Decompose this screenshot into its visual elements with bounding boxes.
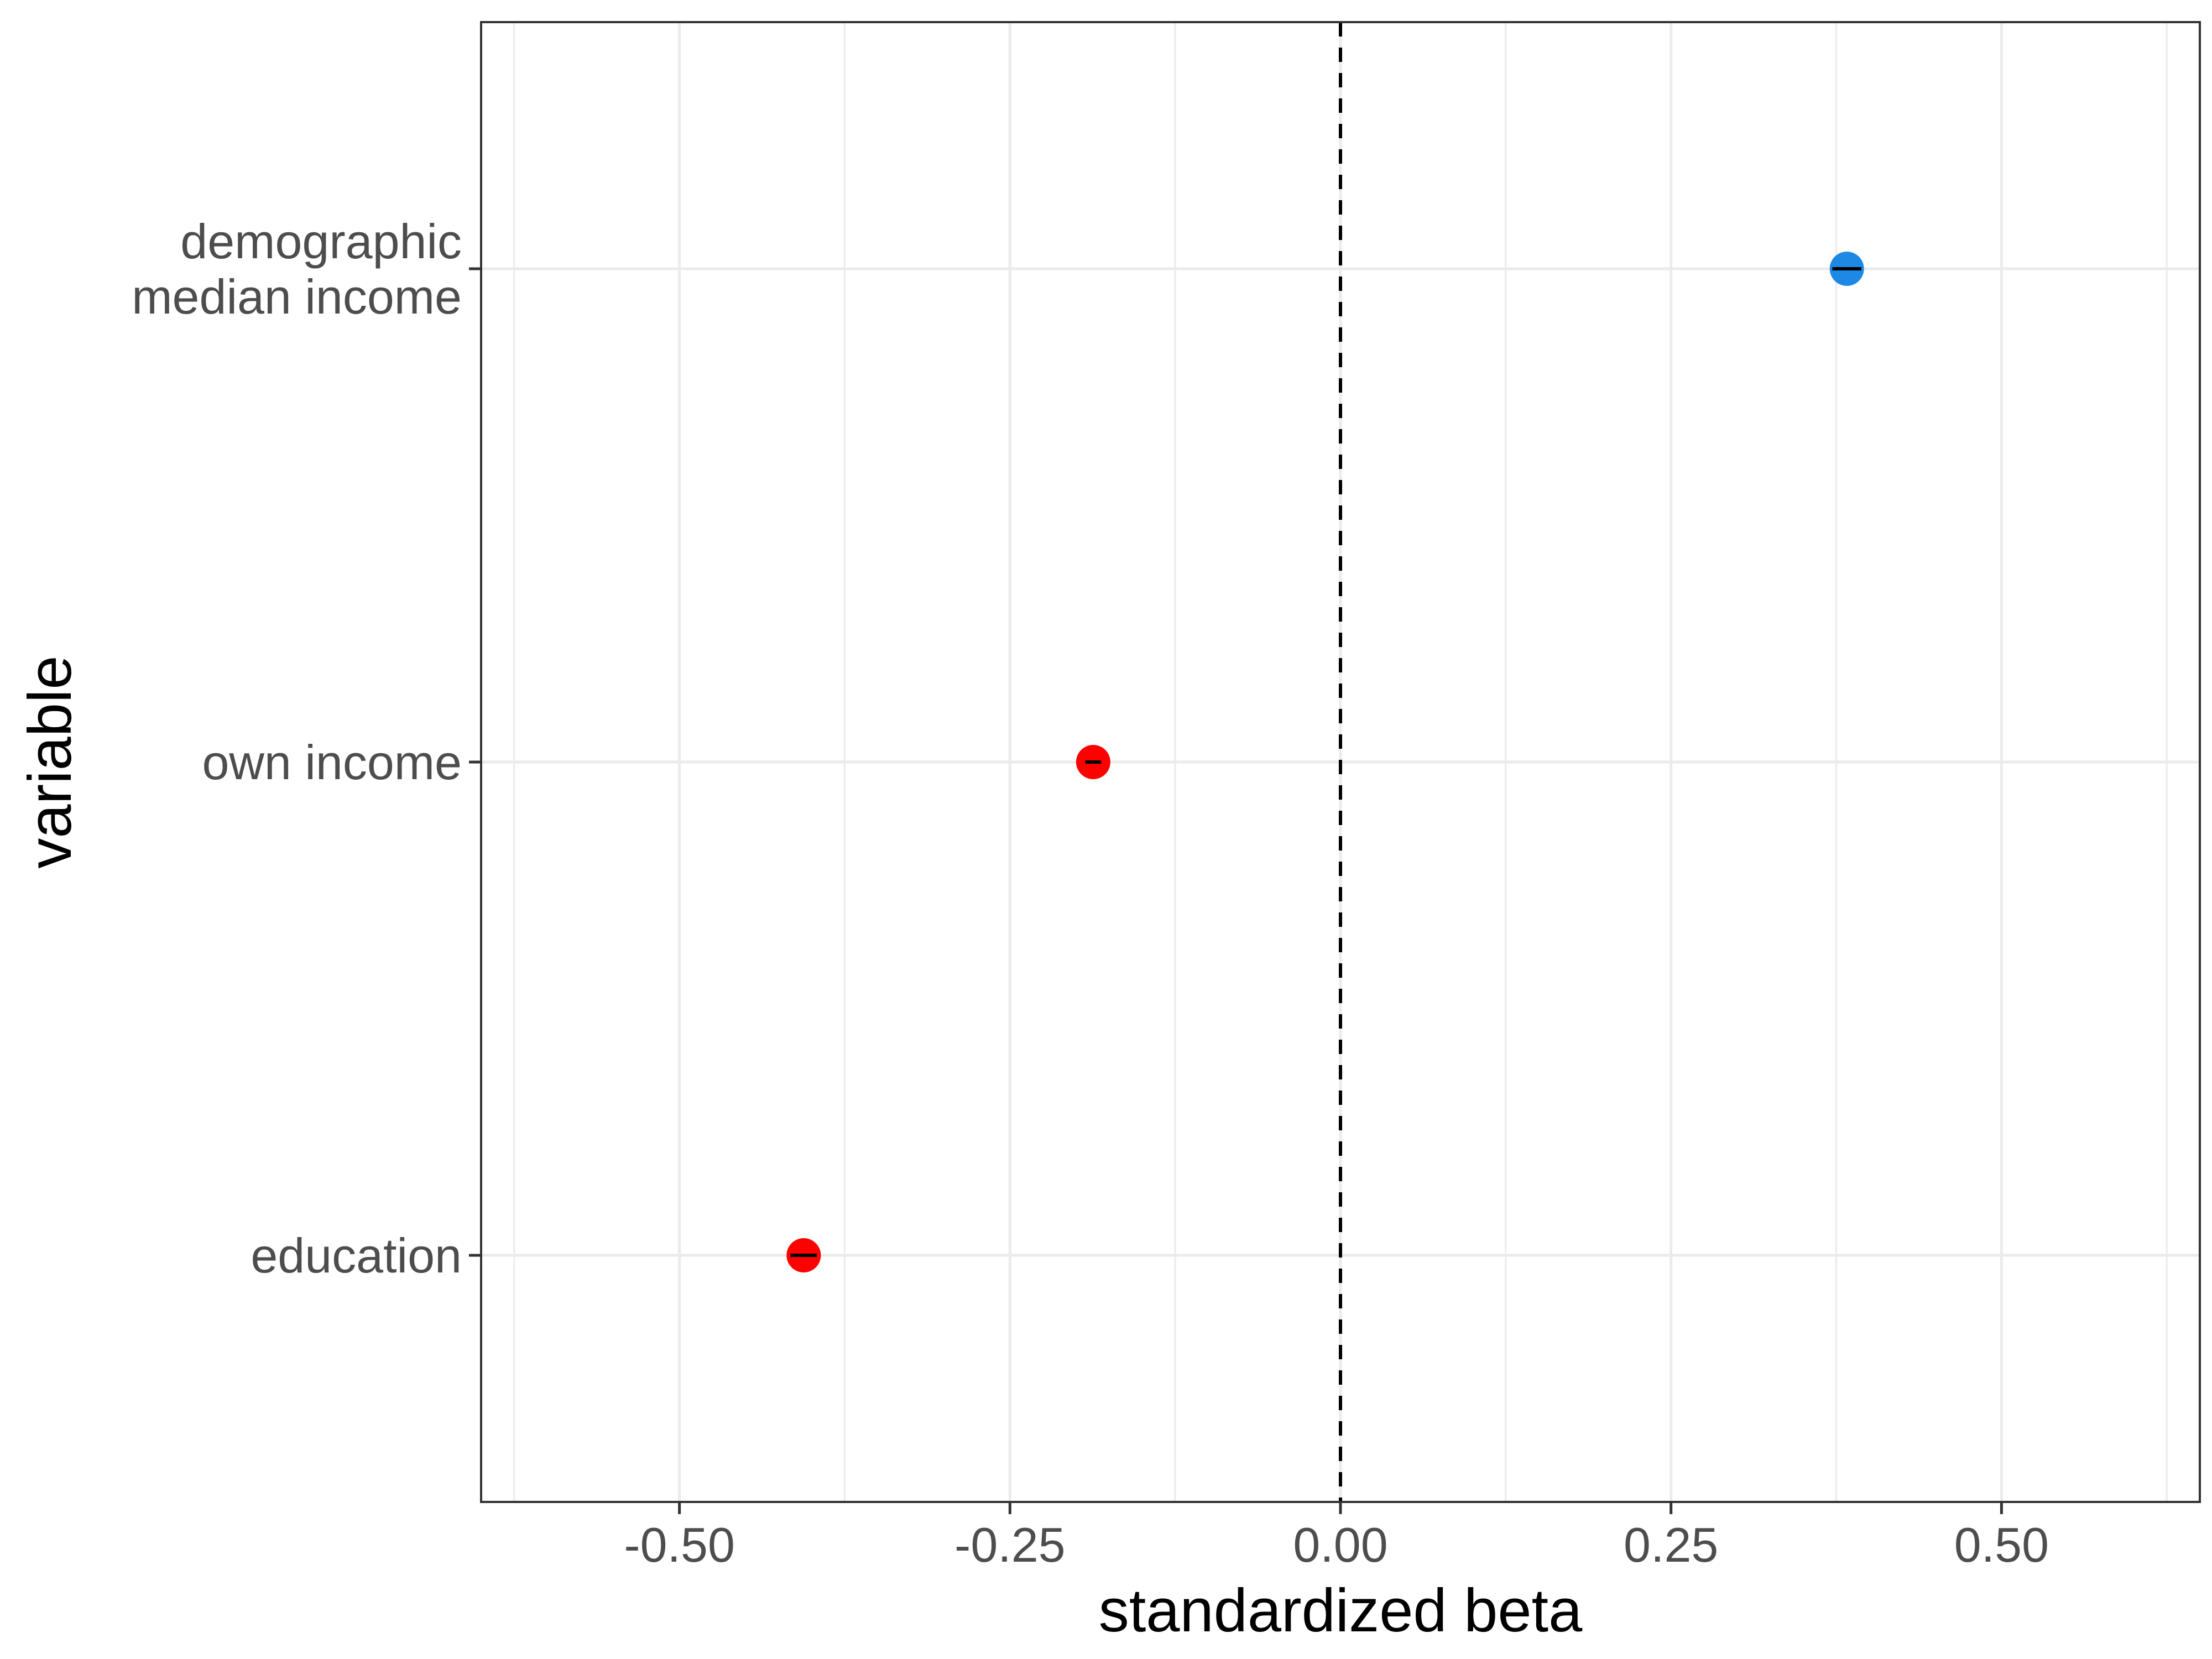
x-tick-label: -0.25 bbox=[954, 1517, 1066, 1572]
x-tick-label: 0.00 bbox=[1293, 1517, 1387, 1572]
y-tick-label-line: own income bbox=[202, 735, 462, 790]
y-tick-label: demographic median income bbox=[132, 214, 462, 324]
y-tick-label: own income bbox=[202, 735, 462, 790]
y-tick-label: education bbox=[251, 1228, 462, 1283]
y-axis: demographic median income own income educat… bbox=[132, 214, 481, 1283]
y-tick-label-line: education bbox=[251, 1228, 462, 1283]
points-group bbox=[786, 252, 1864, 1272]
x-tick-label: -0.50 bbox=[624, 1517, 735, 1572]
x-tick-label: 0.25 bbox=[1624, 1517, 1718, 1572]
x-axis: -0.50 -0.25 0.00 0.25 0.50 bbox=[624, 1502, 2049, 1572]
x-axis-title: standardized beta bbox=[1099, 1577, 1583, 1645]
x-tick-label: 0.50 bbox=[1954, 1517, 2049, 1572]
y-tick-label-line: median income bbox=[132, 269, 462, 324]
y-tick-label-line: demographic bbox=[180, 214, 462, 269]
y-axis-title: variable bbox=[16, 655, 84, 868]
